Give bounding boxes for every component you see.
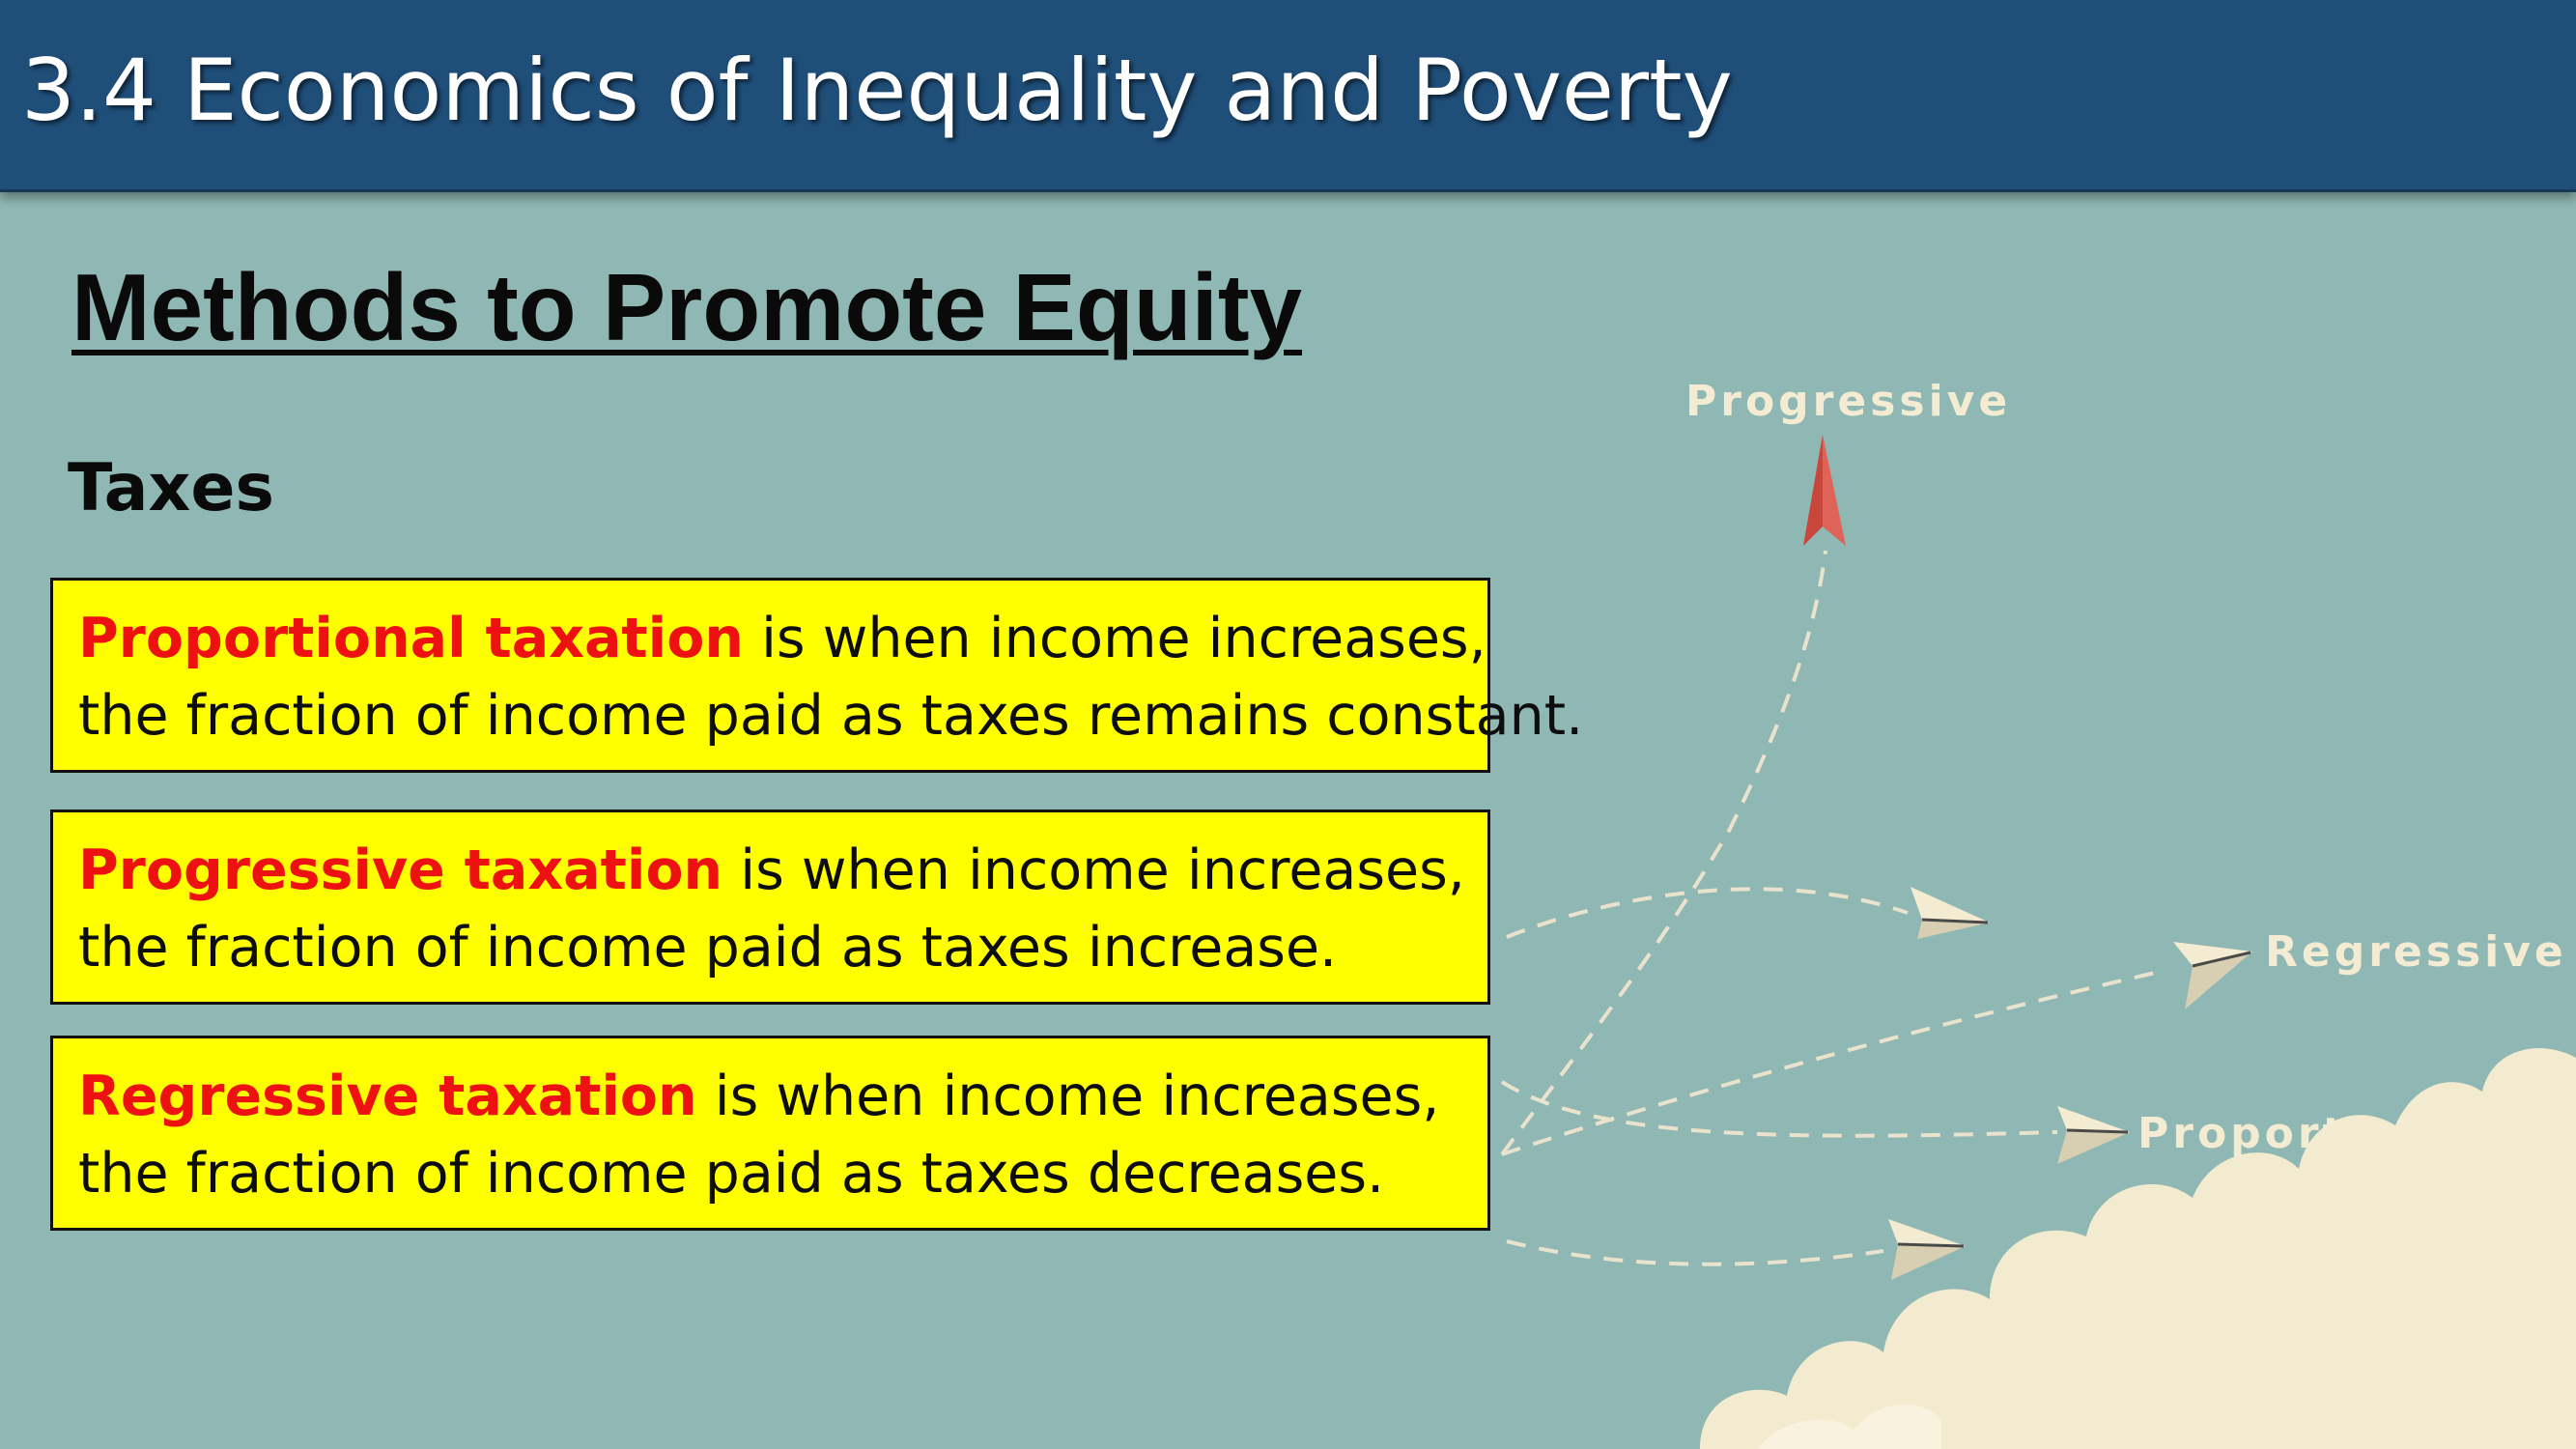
cloud-icon: [1700, 1048, 2576, 1449]
label-regressive: Regressive: [2265, 927, 2567, 977]
progressive-path: [1500, 550, 1827, 1156]
paper-plane-red-icon: [1803, 435, 1846, 546]
definition-text: is when income increases,: [696, 1065, 1440, 1128]
definition-line-1: Proportional taxation is when income inc…: [78, 600, 1487, 677]
definition-line-1: Progressive taxation is when income incr…: [78, 832, 1487, 909]
definition-box-proportional: Proportional taxation is when income inc…: [50, 578, 1584, 773]
subheading: Taxes: [68, 450, 274, 526]
section-heading: Methods to Promote Equity: [71, 254, 1302, 360]
label-progressive: Progressive: [1685, 377, 2011, 426]
definition-line-2: the fraction of income paid as taxes inc…: [78, 916, 1338, 980]
cloud-highlight: [1758, 1404, 1941, 1449]
definition-line-2: the fraction of income paid as taxes rem…: [78, 684, 1584, 748]
paper-plane-icon: [1888, 1219, 1966, 1280]
regressive-path: [1501, 969, 2165, 1156]
definition-text: is when income increases,: [743, 607, 1486, 670]
definition-term: Proportional taxation: [78, 607, 744, 670]
definition-text: is when income increases,: [722, 838, 1465, 902]
flight-paths: [1500, 550, 2165, 1266]
definition-line-2: the fraction of income paid as taxes dec…: [78, 1142, 1385, 1206]
definition-line-1: Regressive taxation is when income incre…: [78, 1058, 1487, 1135]
paper-plane-icon: [2173, 942, 2252, 1009]
upper-path: [1506, 887, 1909, 939]
proportional-path: [1500, 1080, 2058, 1138]
title-bar: 3.4 Economics of Inequality and Poverty: [0, 0, 2576, 192]
label-proportional: Proportional: [2137, 1109, 2483, 1158]
definition-box-progressive: Progressive taxation is when income incr…: [50, 810, 1490, 1005]
definition-term: Progressive taxation: [78, 838, 723, 902]
paper-plane-icon: [1911, 887, 1990, 939]
slide-title: 3.4 Economics of Inequality and Poverty: [21, 41, 1733, 140]
lower-path: [1506, 1239, 1884, 1266]
definition-box-regressive: Regressive taxation is when income incre…: [50, 1036, 1490, 1231]
paper-plane-icon: [2057, 1106, 2130, 1164]
definition-term: Regressive taxation: [78, 1065, 697, 1128]
